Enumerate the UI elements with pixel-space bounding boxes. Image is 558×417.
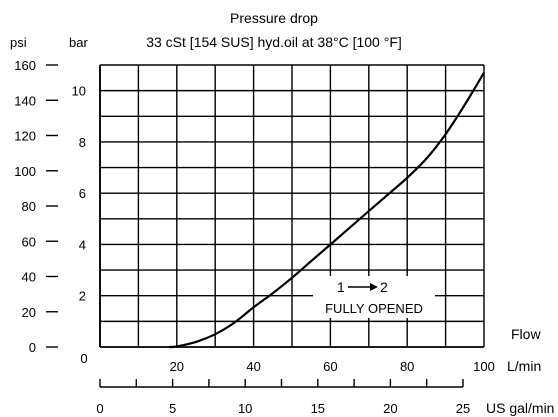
psi-tick-label: 160 [14, 58, 36, 73]
psi-tick-label: 80 [22, 199, 36, 214]
x-tick-label: 80 [400, 359, 414, 374]
psi-axis-label: psi [10, 35, 27, 50]
annotation-to-label: 2 [380, 279, 388, 295]
x-tick-label: 0 [80, 351, 87, 366]
bar-tick-label: 10 [72, 84, 86, 99]
x-tick-label: 100 [473, 359, 495, 374]
annotation-from-label: 1 [337, 279, 345, 295]
series-layer [169, 72, 485, 349]
chart-subtitle: 33 cSt [154 SUS] hyd.oil at 38°C [100 °F… [146, 34, 402, 50]
psi-tick-label: 140 [14, 93, 36, 108]
bar-tick-label: 8 [79, 135, 86, 150]
bar-axis: 2 4 6 8 10 [72, 84, 86, 304]
gal-unit-label: US gal/min [486, 400, 554, 416]
chart-title: Pressure drop [230, 10, 318, 26]
annotation-arrow-head [370, 283, 378, 291]
gal-tick-label: 5 [169, 401, 176, 416]
psi-tick-label: 40 [22, 270, 36, 285]
gal-axis: 0 5 10 15 20 25 [96, 379, 470, 416]
annotation-background [313, 276, 435, 318]
annotation-text: FULLY OPENED [325, 301, 423, 316]
psi-tick-label: 60 [22, 234, 36, 249]
psi-tick-label: 120 [14, 129, 36, 144]
psi-tick-label: 20 [22, 305, 36, 320]
x-tick-label: 40 [246, 359, 260, 374]
bar-tick-label: 2 [79, 289, 86, 304]
grid [99, 64, 485, 348]
x-tick-label: 60 [323, 359, 337, 374]
bar-tick-label: 6 [79, 186, 86, 201]
bar-tick-label: 4 [79, 237, 86, 252]
psi-axis: 0 20 40 60 80 100 120 140 160 [14, 58, 58, 355]
gal-tick-label: 15 [311, 401, 325, 416]
lmin-unit-label: L/min [507, 358, 541, 374]
pressure-drop-curve [169, 72, 485, 349]
x-tick-label: 20 [170, 359, 184, 374]
gal-tick-label: 10 [238, 401, 252, 416]
lmin-axis: 0 20 40 60 80 100 [80, 351, 494, 374]
fully-opened-annotation: 1 2 FULLY OPENED [313, 276, 435, 318]
flow-label: Flow [511, 326, 541, 342]
psi-tick-label: 0 [29, 340, 36, 355]
bar-axis-label: bar [69, 35, 88, 50]
gal-tick-label: 20 [383, 401, 397, 416]
psi-tick-label: 100 [14, 164, 36, 179]
gal-tick-label: 0 [96, 401, 103, 416]
gal-tick-label: 25 [456, 401, 470, 416]
